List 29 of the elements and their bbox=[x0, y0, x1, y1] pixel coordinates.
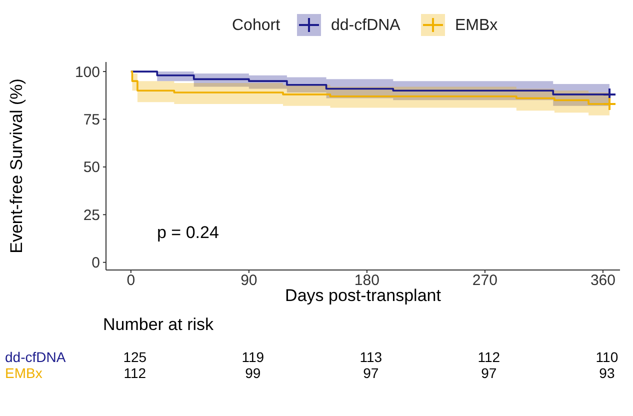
y-tick-label: 100 bbox=[74, 64, 100, 81]
text: 97 bbox=[481, 365, 497, 381]
text: 113 bbox=[360, 349, 382, 365]
text: 110 bbox=[596, 349, 618, 365]
y-tick-label: 50 bbox=[83, 159, 100, 176]
x-tick-label: 0 bbox=[126, 272, 136, 289]
text: 125 bbox=[123, 349, 147, 365]
text: 99 bbox=[245, 365, 261, 381]
x-tick-label: 360 bbox=[590, 272, 616, 289]
y-tick-label: 25 bbox=[83, 206, 100, 224]
text: 112 bbox=[478, 349, 500, 365]
text: 112 bbox=[124, 365, 146, 381]
x-tick-label: 180 bbox=[354, 272, 380, 289]
text: Number at risk bbox=[103, 315, 214, 334]
legend-label: EMBx bbox=[455, 17, 498, 34]
text: dd-cfDNA bbox=[5, 349, 66, 365]
text: 93 bbox=[599, 365, 615, 381]
x-tick-label: 270 bbox=[472, 272, 498, 289]
y-axis-title: Event-free Survival (%) bbox=[7, 78, 26, 254]
text: 119 bbox=[242, 349, 264, 365]
y-tick-label: 0 bbox=[92, 254, 100, 272]
x-tick-label: 90 bbox=[240, 272, 258, 289]
y-tick-label: 75 bbox=[83, 112, 100, 128]
x-axis-title: Days post-transplant bbox=[285, 286, 442, 305]
legend-label: dd-cfDNA bbox=[331, 17, 401, 34]
text: 97 bbox=[363, 365, 379, 381]
legend-title: Cohort bbox=[232, 17, 281, 34]
text: EMBx bbox=[5, 365, 42, 381]
annotation: p = 0.24 bbox=[157, 223, 219, 242]
